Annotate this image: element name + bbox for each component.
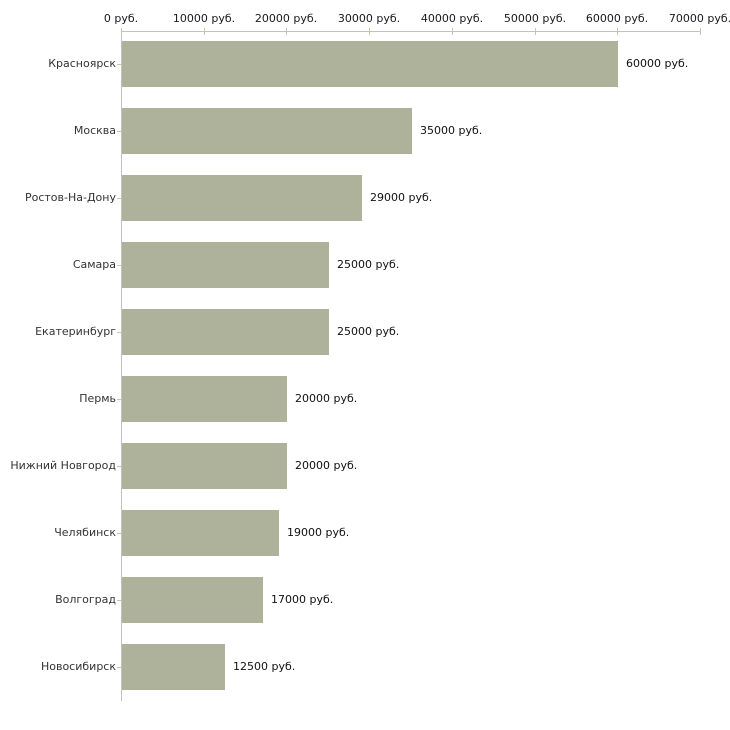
x-axis-tick	[121, 28, 122, 35]
category-label: Волгоград	[55, 593, 116, 606]
x-axis-tick-label: 20000 руб.	[254, 12, 318, 25]
x-axis-tick	[700, 28, 701, 35]
value-label: 25000 руб.	[337, 325, 400, 338]
category-label: Москва	[73, 124, 116, 137]
y-axis-line	[121, 31, 122, 701]
category-label: Челябинск	[54, 526, 116, 539]
x-axis-tick-label: 40000 руб.	[420, 12, 484, 25]
value-label: 17000 руб.	[271, 593, 334, 606]
value-label: 12500 руб.	[233, 660, 296, 673]
bar-9	[122, 644, 225, 690]
y-axis-tick	[117, 332, 121, 333]
x-axis-tick	[286, 28, 287, 35]
category-label: Самара	[72, 258, 116, 271]
x-axis-tick-label: 70000 руб.	[668, 12, 730, 25]
value-label: 35000 руб.	[420, 124, 483, 137]
x-axis-line	[121, 31, 701, 32]
x-axis-tick	[617, 28, 618, 35]
value-label: 29000 руб.	[370, 191, 433, 204]
bar-8	[122, 577, 263, 623]
y-axis-tick	[117, 64, 121, 65]
bar-5	[122, 376, 287, 422]
y-axis-tick	[117, 667, 121, 668]
category-label: Красноярск	[48, 57, 116, 70]
y-axis-tick	[117, 600, 121, 601]
y-axis-tick	[117, 399, 121, 400]
category-label: Пермь	[79, 392, 116, 405]
bar-0	[122, 41, 618, 87]
y-axis-tick	[117, 131, 121, 132]
y-axis-tick	[117, 198, 121, 199]
value-label: 20000 руб.	[295, 459, 358, 472]
category-label: Новосибирск	[40, 660, 116, 673]
value-label: 19000 руб.	[287, 526, 350, 539]
bar-2	[122, 175, 362, 221]
bar-6	[122, 443, 287, 489]
category-label: Екатеринбург	[35, 325, 116, 338]
value-label: 25000 руб.	[337, 258, 400, 271]
x-axis-tick	[535, 28, 536, 35]
x-axis-tick-label: 30000 руб.	[337, 12, 401, 25]
y-axis-tick	[117, 533, 121, 534]
x-axis-tick-label: 10000 руб.	[172, 12, 236, 25]
bar-3	[122, 242, 329, 288]
bar-4	[122, 309, 329, 355]
bar-1	[122, 108, 412, 154]
x-axis-tick-label: 50000 руб.	[503, 12, 567, 25]
y-axis-tick	[117, 466, 121, 467]
x-axis-tick	[452, 28, 453, 35]
x-axis-tick-label: 60000 руб.	[585, 12, 649, 25]
x-axis-tick-label: 0 руб.	[103, 12, 139, 25]
bar-7	[122, 510, 279, 556]
value-label: 60000 руб.	[626, 57, 689, 70]
x-axis-tick	[369, 28, 370, 35]
value-label: 20000 руб.	[295, 392, 358, 405]
x-axis-tick	[204, 28, 205, 35]
category-label: Нижний Новгород	[10, 459, 116, 472]
category-label: Ростов-На-Дону	[24, 191, 116, 204]
y-axis-tick	[117, 265, 121, 266]
